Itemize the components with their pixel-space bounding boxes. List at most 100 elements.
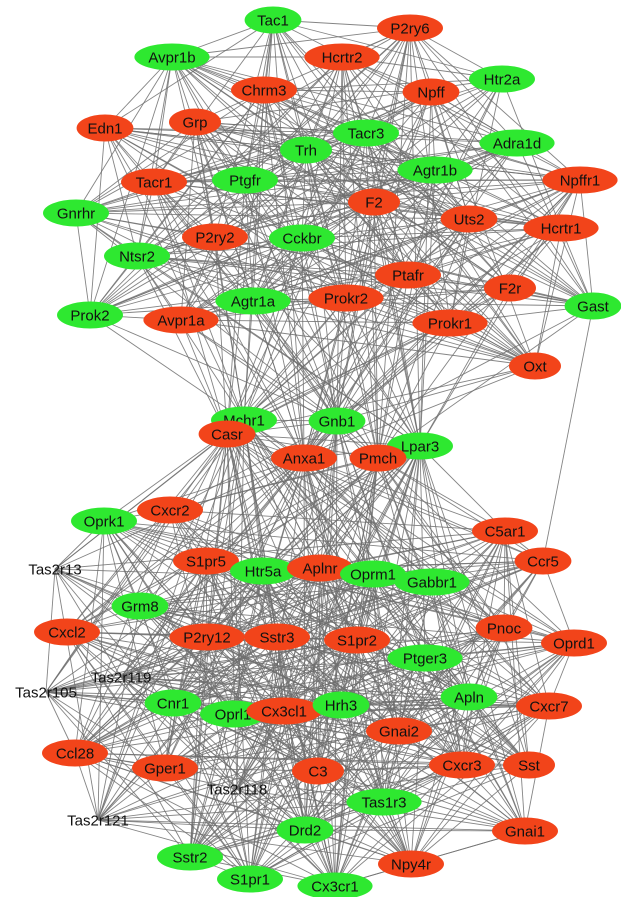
node-label: Edn1 [87,121,122,138]
node-label: Anxa1 [283,451,326,468]
gene-node-aplnr[interactable]: Aplnr [287,554,353,582]
node-ellipse [71,507,137,535]
gene-node-p2ry6[interactable]: P2ry6 [377,14,443,42]
node-label: Ptger3 [403,651,447,668]
gene-node-s1pr1[interactable]: S1pr1 [217,865,283,893]
gene-node-c3[interactable]: C3 [292,757,344,785]
gene-node-npy4r[interactable]: Npy4r [378,850,444,878]
gene-node-ptafr[interactable]: Ptafr [375,261,441,289]
gene-node-prokr2[interactable]: Prokr2 [308,284,384,312]
gene-node-grp[interactable]: Grp [169,108,221,136]
gene-node-cckbr[interactable]: Cckbr [269,224,335,252]
gene-node-gnb1[interactable]: Gnb1 [308,407,366,435]
network-edge [214,91,432,238]
gene-node-htr2a[interactable]: Htr2a [469,65,535,93]
gene-node-cnr1[interactable]: Cnr1 [144,689,202,717]
gene-node-ccr5[interactable]: Ccr5 [514,547,572,575]
gene-node-uts2[interactable]: Uts2 [440,205,498,233]
network-edge [136,227,562,257]
gene-node-tas2r118[interactable]: Tas2r118 [207,782,268,799]
gene-node-gper1[interactable]: Gper1 [132,754,198,782]
gene-node-hcrtr1[interactable]: Hcrtr1 [523,214,599,242]
gene-node-adra1d[interactable]: Adra1d [479,129,555,157]
gene-node-tas1r3[interactable]: Tas1r3 [346,788,422,816]
gene-node-cx3cr1[interactable]: Cx3cr1 [297,872,373,897]
gene-node-gabbr1[interactable]: Gabbr1 [394,568,470,596]
gene-node-sstr3[interactable]: Sstr3 [244,623,310,651]
gene-node-cxcr2[interactable]: Cxcr2 [137,496,203,524]
gene-node-tas2r121[interactable]: Tas2r121 [67,813,129,830]
network-edge [244,89,265,181]
gene-node-pmch[interactable]: Pmch [349,444,407,472]
gene-node-cxcr3[interactable]: Cxcr3 [429,751,495,779]
node-ellipse [217,865,283,893]
gene-node-agtr1a[interactable]: Agtr1a [215,287,291,315]
gene-node-oprd1[interactable]: Oprd1 [541,629,607,657]
gene-node-tacr3[interactable]: Tacr3 [333,119,399,147]
network-edge [301,132,367,239]
network-edge [89,237,303,316]
gene-node-oprm1[interactable]: Oprm1 [340,560,406,588]
gene-node-ptger3[interactable]: Ptger3 [387,644,463,672]
gene-node-npff[interactable]: Npff [402,78,460,106]
gene-node-c5ar1[interactable]: C5ar1 [472,517,538,545]
network-edge [180,236,216,321]
gene-node-p2ry12[interactable]: P2ry12 [169,623,245,651]
gene-node-tas2r13[interactable]: Tas2r13 [28,562,81,579]
gene-node-htr5a[interactable]: Htr5a [230,557,296,585]
gene-node-ntsr2[interactable]: Ntsr2 [104,242,170,270]
gene-node-tas2r119[interactable]: Tas2r119 [91,670,152,687]
node-ellipse [308,284,384,312]
network-edge [243,322,451,421]
gene-node-avpr1a[interactable]: Avpr1a [143,306,219,334]
gene-node-gast[interactable]: Gast [564,292,621,320]
gene-node-f2[interactable]: F2 [348,188,400,216]
gene-node-cxcl2[interactable]: Cxcl2 [34,618,100,646]
gene-node-gnai2[interactable]: Gnai2 [366,717,432,745]
gene-node-s1pr2[interactable]: S1pr2 [324,626,390,654]
gene-node-sstr2[interactable]: Sstr2 [157,843,223,871]
gene-node-prok2[interactable]: Prok2 [57,301,123,329]
gene-node-chrm3[interactable]: Chrm3 [231,76,297,104]
network-edge [377,218,470,459]
network-edge [136,91,432,257]
gene-node-npffr1[interactable]: Npffr1 [542,166,618,194]
gene-node-pnoc[interactable]: Pnoc [475,614,533,642]
gene-node-hrh3[interactable]: Hrh3 [312,691,370,719]
gene-node-anxa1[interactable]: Anxa1 [271,444,337,472]
gene-node-trh[interactable]: Trh [280,136,332,164]
gene-node-hcrtr2[interactable]: Hcrtr2 [304,43,380,71]
gene-node-s1pr5[interactable]: S1pr5 [173,547,239,575]
gene-node-cxcr7[interactable]: Cxcr7 [516,692,582,720]
gene-node-apln[interactable]: Apln [440,683,498,711]
gene-node-agtr1b[interactable]: Agtr1b [397,156,473,184]
gene-node-f2r[interactable]: F2r [484,274,536,302]
network-edge [504,530,550,707]
gene-node-p2ry2[interactable]: P2ry2 [182,223,248,251]
node-label: Apln [454,690,484,707]
node-ellipse [340,560,406,588]
gene-node-avpr1b[interactable]: Avpr1b [134,43,210,71]
gene-node-prokr1[interactable]: Prokr1 [412,309,488,337]
network-edge [180,319,451,324]
gene-node-casr[interactable]: Casr [198,420,256,448]
gene-node-ccl28[interactable]: Ccl28 [42,739,108,767]
gene-node-oprk1[interactable]: Oprk1 [71,507,137,535]
network-edge [449,218,470,324]
gene-node-tac1[interactable]: Tac1 [244,6,302,34]
gene-node-gnai1[interactable]: Gnai1 [492,817,558,845]
network-edge [180,201,375,321]
gene-node-tas2r105[interactable]: Tas2r105 [15,685,77,702]
gene-node-sst[interactable]: Sst [503,751,555,779]
gene-node-edn1[interactable]: Edn1 [76,114,134,142]
gene-node-drd2[interactable]: Drd2 [276,816,334,844]
gene-node-ptgfr[interactable]: Ptgfr [212,166,278,194]
gene-node-cx3cl1[interactable]: Cx3cl1 [246,697,322,725]
gene-node-gnrhr[interactable]: Gnrhr [43,199,109,227]
node-ellipse [412,309,488,337]
gene-node-tacr1[interactable]: Tacr1 [121,168,187,196]
gene-node-oxt[interactable]: Oxt [509,352,561,380]
network-edge [136,149,307,257]
gene-node-grm8[interactable]: Grm8 [111,592,169,620]
